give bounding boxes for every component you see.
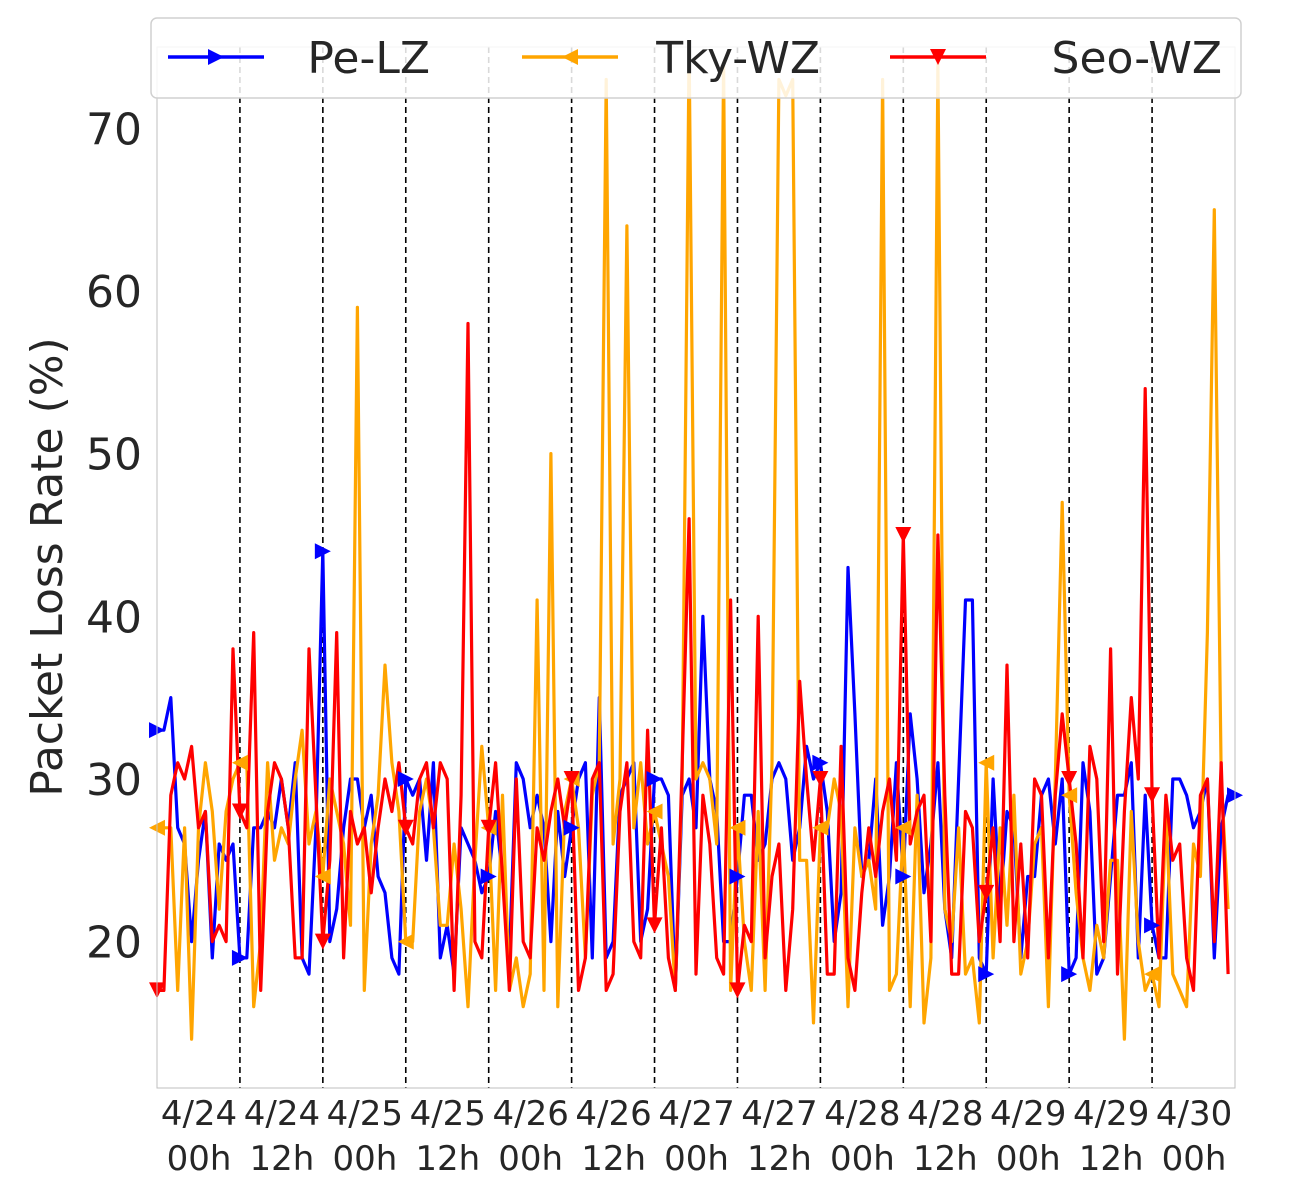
x-tick-hour-12: 00h <box>1162 1139 1227 1179</box>
y-tick-label-60: 60 <box>86 267 142 318</box>
legend-label-tky-wz: Tky-WZ <box>655 33 820 84</box>
x-tick-hour-4: 00h <box>498 1139 563 1179</box>
marker-pe-lz-24 <box>314 543 331 560</box>
x-tick-hour-9: 12h <box>913 1139 978 1179</box>
marker-pe-lz-48 <box>480 868 497 885</box>
marker-pe-lz-60 <box>563 819 580 836</box>
marker-seo-wz-48 <box>480 819 497 836</box>
marker-seo-wz-84 <box>729 982 746 999</box>
x-tick-date-9: 4/28 <box>907 1094 983 1134</box>
marker-pe-lz-84 <box>729 868 746 885</box>
y-tick-label-30: 30 <box>86 755 142 806</box>
x-tick-hour-6: 00h <box>664 1139 729 1179</box>
marker-seo-wz-60 <box>563 770 580 787</box>
legend-label-seo-wz: Seo-WZ <box>1052 33 1222 84</box>
marker-seo-wz-12 <box>231 803 248 820</box>
y-tick-label-40: 40 <box>86 592 142 643</box>
x-tick-date-2: 4/25 <box>327 1094 403 1134</box>
marker-pe-lz-36 <box>397 770 414 787</box>
marker-pe-lz-96 <box>812 754 829 771</box>
marker-tky-wz-84 <box>729 819 746 836</box>
x-tick-date-12: 4/30 <box>1156 1094 1232 1134</box>
x-tick-hour-0: 00h <box>167 1139 232 1179</box>
x-tick-date-7: 4/27 <box>741 1094 817 1134</box>
x-tick-hour-2: 00h <box>332 1139 397 1179</box>
marker-seo-wz-120 <box>978 884 995 901</box>
marker-pe-lz-72 <box>646 770 663 787</box>
x-axis-ticks: 4/24 00h 4/24 12h 4/25 00h 4/25 12h 4/26 00h 4/26 1… <box>161 1094 1232 1179</box>
x-tick-hour-8: 00h <box>830 1139 895 1179</box>
marker-pe-lz-132 <box>1061 966 1078 983</box>
x-tick-date-10: 4/29 <box>990 1094 1066 1134</box>
marker-seo-wz-144 <box>1144 787 1161 804</box>
x-tick-date-4: 4/26 <box>493 1094 569 1134</box>
marker-tky-wz-96 <box>812 819 829 836</box>
marker-tky-wz-144 <box>1144 966 1161 983</box>
marker-tky-wz-108 <box>895 819 912 836</box>
marker-pe-lz-108 <box>895 868 912 885</box>
marker-tky-wz-120 <box>978 754 995 771</box>
legend-marker-pe-lz <box>208 49 224 65</box>
marker-tky-wz-12 <box>231 754 248 771</box>
x-tick-hour-11: 12h <box>1079 1139 1144 1179</box>
marker-tky-wz-36 <box>397 933 414 950</box>
x-tick-hour-7: 12h <box>747 1139 812 1179</box>
series-layer <box>157 45 1235 1041</box>
x-tick-date-11: 4/29 <box>1073 1094 1149 1134</box>
x-tick-date-8: 4/28 <box>824 1094 900 1134</box>
marker-tky-wz-72 <box>646 803 663 820</box>
y-tick-label-70: 70 <box>86 104 142 155</box>
marker-tky-wz-24 <box>314 868 331 885</box>
legend-marker-seo-wz <box>930 49 946 65</box>
marker-seo-wz-72 <box>646 917 663 934</box>
y-axis-label: Packet Loss Rate (%) <box>22 337 73 796</box>
series-line-pe-lz <box>157 549 1235 993</box>
y-axis-ticks: 20 30 40 50 60 70 <box>86 104 142 968</box>
series-line-tky-wz <box>157 45 1230 1041</box>
x-tick-hour-5: 12h <box>581 1139 646 1179</box>
series-line-seo-wz <box>157 321 1230 993</box>
x-tick-date-3: 4/25 <box>410 1094 486 1134</box>
x-tick-hour-1: 12h <box>250 1139 315 1179</box>
x-tick-date-5: 4/26 <box>575 1094 651 1134</box>
marker-seo-wz-108 <box>895 526 912 543</box>
marker-seo-wz-36 <box>397 819 414 836</box>
legend-marker-tky-wz <box>562 49 578 65</box>
x-tick-date-1: 4/24 <box>244 1094 320 1134</box>
x-tick-date-6: 4/27 <box>658 1094 734 1134</box>
marker-pe-lz-12 <box>231 949 248 966</box>
y-tick-label-20: 20 <box>86 918 142 969</box>
legend-box <box>150 17 1242 99</box>
marker-seo-wz-24 <box>314 933 331 950</box>
y-tick-label-50: 50 <box>86 430 142 481</box>
x-tick-hour-10: 00h <box>996 1139 1061 1179</box>
marker-tky-wz-132 <box>1061 787 1078 804</box>
marker-pe-lz-120 <box>978 966 995 983</box>
marker-pe-lz-144 <box>1144 917 1161 934</box>
marker-seo-wz-132 <box>1061 770 1078 787</box>
marker-seo-wz-96 <box>812 770 829 787</box>
legend-label-pe-lz: Pe-LZ <box>307 33 430 84</box>
x-tick-date-0: 4/24 <box>161 1094 237 1134</box>
x-tick-hour-3: 12h <box>415 1139 480 1179</box>
legend: Pe-LZ Tky-WZ Seo-WZ <box>150 17 1242 99</box>
